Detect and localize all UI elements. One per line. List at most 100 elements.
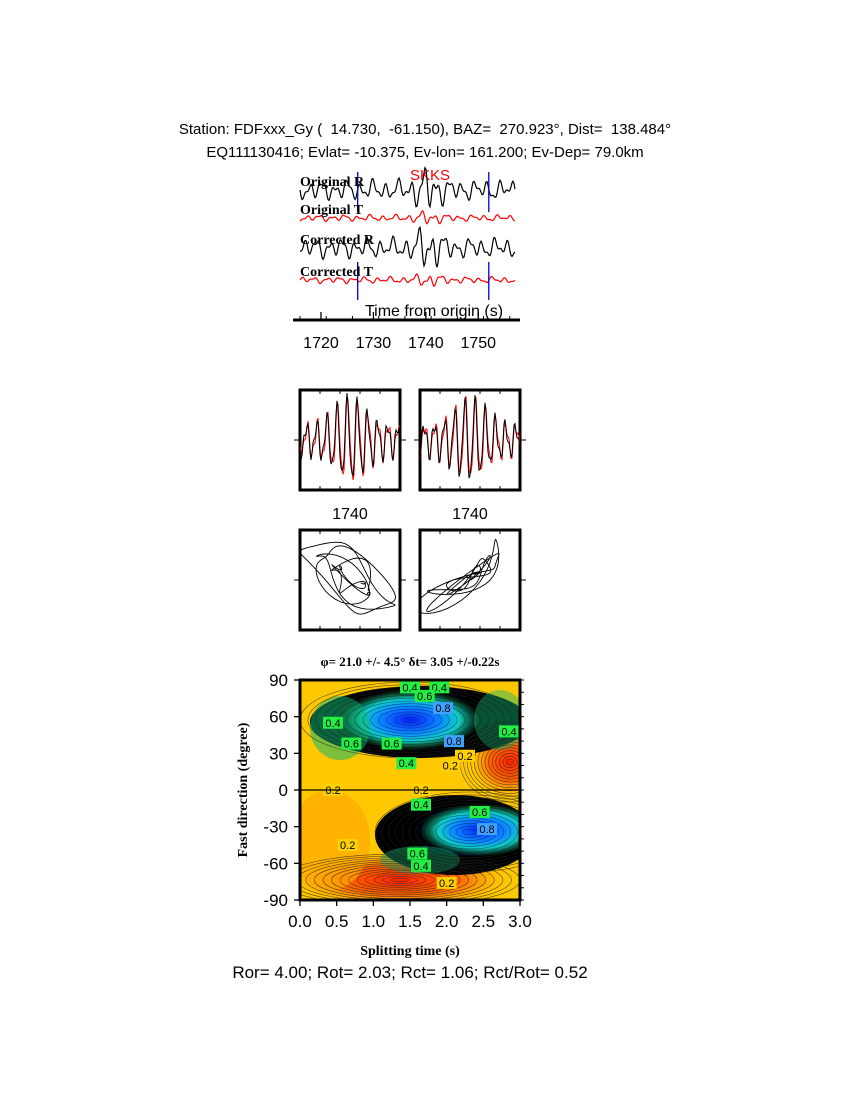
contour-line	[339, 866, 461, 894]
contour-label-bg	[396, 757, 417, 770]
contour-line	[401, 716, 419, 723]
trace-label-1: Original T	[300, 203, 364, 218]
seismogram-panel: SKKS Original R Original T Corrected R Corr…	[293, 166, 520, 352]
y-tick-label: -90	[263, 891, 288, 910]
time-tick-label: 1720	[303, 335, 339, 352]
trace-label-2: Corrected R	[300, 233, 375, 248]
energy-map: 0.4 0.40.60.80.40.6 0.6 0.80.4 0.20.20.40.2 0…	[300, 680, 520, 900]
contour-label: 0.6	[410, 849, 425, 861]
contour-line	[365, 872, 435, 888]
contour-line	[495, 750, 520, 774]
grid-search-panel: φ= 21.0 +/- 4.5° δt= 3.05 +/-0.22s 0.4 0.…	[236, 654, 532, 959]
contour-label-bg	[337, 839, 358, 851]
contour-line	[370, 706, 450, 734]
contour-label-bg	[433, 702, 453, 715]
contour-line	[484, 741, 520, 783]
contour-label-bg	[440, 759, 461, 772]
contour-label: 0.2	[443, 761, 458, 773]
waveform-tick-label-original: 1740	[332, 506, 368, 523]
contour-label: 0.8	[446, 736, 461, 748]
trace-3	[299, 273, 516, 288]
transverse-waveform	[420, 396, 520, 476]
trace-label-3: Corrected T	[300, 265, 374, 280]
contour-line	[506, 758, 514, 766]
time-tick-label: 1750	[460, 335, 496, 352]
contour-line	[382, 875, 418, 884]
y-tick-label: 0	[279, 781, 288, 800]
x-tick-label: 1.5	[398, 912, 422, 931]
contour-line	[322, 862, 478, 897]
contour-label: 0.2	[340, 840, 355, 852]
time-axis-ticks: 1720 1730 1740 1750	[299, 312, 511, 352]
contour-line	[300, 857, 504, 900]
contour-label-bg	[469, 806, 490, 818]
contour-label-bg	[499, 725, 519, 738]
x-tick-label: 3.0	[508, 912, 532, 931]
contour-line	[373, 874, 426, 886]
radial-waveform	[300, 393, 400, 477]
x-tick-label: 2.0	[435, 912, 459, 931]
y-tick-label: -30	[263, 818, 288, 837]
trace-2	[299, 225, 516, 269]
grid-search-title: φ= 21.0 +/- 4.5° δt= 3.05 +/-0.22s	[321, 654, 500, 669]
trace-layer	[299, 166, 516, 300]
contour-label: 0.2	[413, 785, 428, 797]
station-info-line: Station: FDFxxx_Gy ( 14.730, -61.150), B…	[178, 121, 672, 138]
contour-line	[300, 855, 512, 900]
particle-motion-path	[420, 538, 500, 614]
trace-labels: Original R Original T Corrected R Corrected…	[300, 175, 375, 280]
contour-label-bg	[436, 876, 457, 889]
contour-label-bg	[411, 859, 431, 872]
particle-motion-path	[300, 541, 396, 615]
contour-label: 0.4	[413, 861, 428, 873]
event-info-line: EQ111130416; Evlat= -10.375, Ev-lon= 161…	[206, 144, 644, 161]
contour-label: 0.4	[325, 718, 340, 730]
time-axis-label: Time from origin (s)	[365, 303, 503, 320]
particle-motion-corrected	[418, 528, 522, 632]
contour-line	[378, 708, 442, 732]
contour-labels: 0.4 0.40.60.80.40.6 0.6 0.80.4 0.20.20.40.2 0…	[323, 681, 519, 890]
contour-label: 0.2	[325, 785, 340, 797]
contour-line	[393, 714, 426, 726]
contour-label-bg	[381, 737, 402, 750]
contour-line	[362, 703, 458, 737]
particle-motion-original	[298, 528, 402, 632]
contour-line	[481, 738, 520, 786]
grid-search-ylabel: Fast direction (degree)	[236, 722, 251, 857]
contour-label: 0.2	[457, 751, 472, 763]
contour-line	[374, 791, 520, 873]
contour-label-bg	[323, 716, 343, 729]
contour-label: 0.4	[402, 682, 417, 694]
y-tick-label: 90	[269, 671, 288, 690]
y-tick-label: -60	[263, 854, 288, 873]
contour-label-bg	[444, 735, 464, 748]
contour-label-bg	[411, 798, 431, 811]
contour-label-bg	[455, 749, 475, 762]
trace-1	[299, 210, 516, 225]
contour-label: 0.8	[479, 824, 494, 836]
waveform-tick-label-corrected: 1740	[452, 506, 488, 523]
contour-line	[499, 753, 520, 771]
grid-search-ticks: 0.0 0.5 1.0 1.5 2.0 2.5 3.0 90 60 30 0 -30 -60 -90	[263, 671, 531, 931]
contour-label: 0.2	[439, 878, 454, 890]
contour-label: 0.6	[384, 739, 399, 751]
grid-search-xlabel: Splitting time (s)	[360, 944, 460, 959]
contour-line	[305, 859, 495, 900]
contour-line	[300, 853, 520, 900]
time-tick-label: 1730	[356, 335, 392, 352]
contour-line	[463, 724, 520, 800]
x-tick-label: 2.5	[472, 912, 496, 931]
trace-label-0: Original R	[300, 175, 365, 190]
contour-line	[491, 747, 520, 777]
contour-line	[502, 755, 518, 768]
time-tick-label: 1740	[408, 335, 444, 352]
contour-label: 0.4	[399, 758, 414, 770]
contour-line	[488, 744, 520, 780]
contour-line	[391, 877, 409, 883]
contour-label: 0.6	[344, 739, 359, 751]
waveform-box-original	[298, 388, 402, 492]
x-tick-label: 0.0	[288, 912, 312, 931]
contour-line	[354, 700, 466, 740]
contour-line	[401, 803, 520, 861]
